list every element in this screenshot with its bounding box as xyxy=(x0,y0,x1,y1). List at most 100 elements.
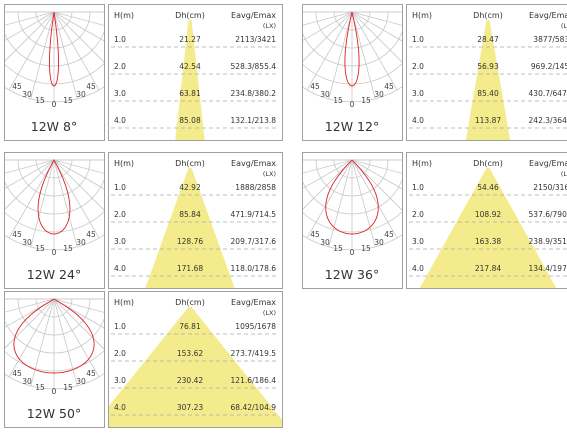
polar-spoke xyxy=(5,11,55,41)
polar-spoke xyxy=(30,298,55,387)
polar-spoke xyxy=(30,159,55,248)
cell-illuminance: 1888/2858 xyxy=(235,183,276,192)
polar-spoke xyxy=(53,11,104,26)
polar-spoke xyxy=(5,159,55,174)
angle-label: 45 xyxy=(384,230,394,239)
polar-spoke xyxy=(5,298,55,349)
cell-height: 1.0 xyxy=(412,183,424,192)
header-height: H(m) xyxy=(114,298,134,307)
angle-label: 15 xyxy=(63,244,73,253)
cell-height: 2.0 xyxy=(412,210,424,219)
header-illuminance: Eavg/Emax xyxy=(231,11,276,20)
cell-illuminance: 242.3/364.4 xyxy=(529,116,567,125)
cell-illuminance: 234.8/380.2 xyxy=(231,89,277,98)
header-illuminance: Eavg/Emax xyxy=(231,159,276,168)
cell-height: 3.0 xyxy=(114,89,126,98)
polar-spoke xyxy=(53,159,104,174)
intensity-curve xyxy=(37,159,71,235)
cell-diameter: 128.76 xyxy=(177,237,203,246)
cell-diameter: 230.42 xyxy=(177,376,203,385)
header-unit: (LX) xyxy=(561,22,567,30)
cell-diameter: 76.81 xyxy=(179,322,201,331)
polar-spoke xyxy=(53,159,100,239)
angle-label: 45 xyxy=(12,230,22,239)
angle-label: 30 xyxy=(22,238,32,247)
cell-illuminance: 528.3/855.4 xyxy=(231,62,277,71)
intensity-curve xyxy=(344,11,360,87)
polar-spoke xyxy=(303,11,353,26)
cell-illuminance: 134.4/197.6 xyxy=(529,264,567,273)
polar-spoke xyxy=(303,11,353,41)
cell-illuminance: 430.7/647.9 xyxy=(529,89,567,98)
intensity-curve xyxy=(325,159,379,235)
polar-spoke xyxy=(351,159,402,211)
cell-illuminance: 969.2/1458 xyxy=(531,62,567,71)
intensity-curve xyxy=(13,298,95,374)
angle-label: 30 xyxy=(22,90,32,99)
polar-spoke xyxy=(53,11,78,100)
polar-spoke xyxy=(53,159,104,211)
angle-label: 30 xyxy=(76,377,86,386)
polar-spoke xyxy=(328,159,353,248)
cell-height: 3.0 xyxy=(114,376,126,385)
polar-spoke xyxy=(303,159,353,210)
angle-label: 30 xyxy=(320,90,330,99)
polar-spoke xyxy=(53,11,100,91)
illuminance-table: H(m) Dh(cm) Eavg/Emax (LX) 1.0 54.46 2150/3161… xyxy=(406,152,567,289)
light-beam xyxy=(465,20,511,140)
polar-spoke xyxy=(30,11,55,100)
cell-height: 1.0 xyxy=(114,322,126,331)
cell-illuminance: 3877/5831 xyxy=(533,35,567,44)
cell-height: 2.0 xyxy=(114,210,126,219)
polar-spoke xyxy=(5,159,55,210)
cell-height: 1.0 xyxy=(114,183,126,192)
cell-height: 3.0 xyxy=(412,237,424,246)
illuminance-table: H(m) Dh(cm) Eavg/Emax (LX) 1.0 42.92 1888/2858… xyxy=(108,152,283,289)
polar-spoke xyxy=(351,11,402,42)
angle-label: 30 xyxy=(374,90,384,99)
header-diameter: Dh(cm) xyxy=(473,159,503,168)
polar-spoke xyxy=(53,298,78,387)
cell-height: 4.0 xyxy=(412,264,424,273)
polar-spoke xyxy=(328,11,353,100)
polar-spoke xyxy=(351,159,402,190)
cell-diameter: 42.54 xyxy=(179,62,201,71)
cell-diameter: 153.62 xyxy=(177,349,203,358)
header-diameter: Dh(cm) xyxy=(175,298,205,307)
cell-illuminance: 471.9/714.5 xyxy=(231,210,277,219)
cell-diameter: 113.87 xyxy=(475,116,501,125)
cell-illuminance: 1095/1678 xyxy=(235,322,276,331)
polar-spoke xyxy=(5,159,55,189)
header-illuminance: Eavg/Emax xyxy=(231,298,276,307)
angle-label: 0 xyxy=(52,248,57,257)
angle-label: 15 xyxy=(333,96,343,105)
light-beam xyxy=(175,20,205,140)
illuminance-table: H(m) Dh(cm) Eavg/Emax (LX) 1.0 28.47 3877/5831… xyxy=(406,4,567,141)
angle-label: 15 xyxy=(35,244,45,253)
cell-height: 3.0 xyxy=(412,89,424,98)
panel-title: 12W 8° xyxy=(31,119,77,134)
cell-diameter: 63.81 xyxy=(179,89,201,98)
polar-spoke xyxy=(351,11,398,91)
cell-illuminance: 2113/3421 xyxy=(235,35,276,44)
cell-height: 3.0 xyxy=(114,237,126,246)
angle-label: 30 xyxy=(320,238,330,247)
cell-diameter: 56.93 xyxy=(477,62,499,71)
header-unit: (LX) xyxy=(561,170,567,178)
header-height: H(m) xyxy=(114,11,134,20)
angle-label: 15 xyxy=(333,244,343,253)
cell-height: 2.0 xyxy=(114,349,126,358)
header-diameter: Dh(cm) xyxy=(175,159,205,168)
angle-label: 45 xyxy=(310,82,320,91)
cell-height: 4.0 xyxy=(114,403,126,412)
cell-diameter: 42.92 xyxy=(179,183,201,192)
polar-spoke xyxy=(306,11,353,91)
cell-diameter: 85.40 xyxy=(477,89,499,98)
light-beam xyxy=(419,168,557,288)
cell-diameter: 307.23 xyxy=(177,403,203,412)
angle-label: 15 xyxy=(63,96,73,105)
